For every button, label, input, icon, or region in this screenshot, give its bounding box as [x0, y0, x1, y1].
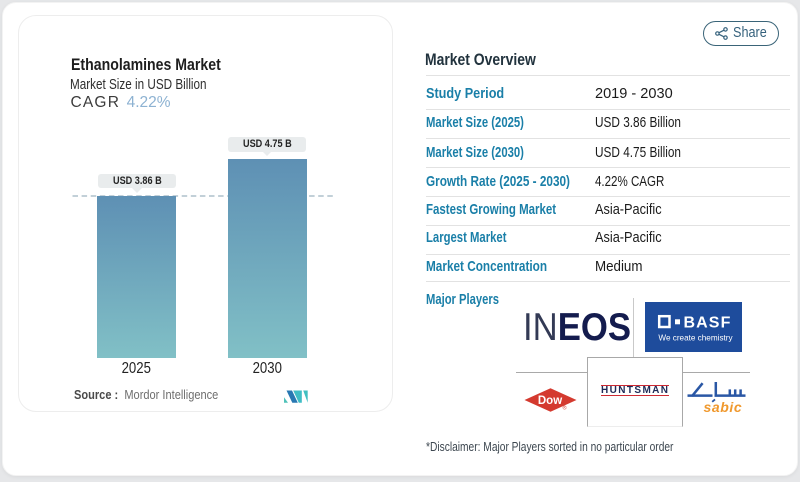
svg-text:®: ® — [563, 405, 567, 412]
svg-text:Dow: Dow — [538, 395, 562, 407]
svg-text:We create chemistry: We create chemistry — [658, 332, 733, 342]
svg-text:sabic: sabic — [704, 399, 743, 415]
svg-text:BASF: BASF — [684, 314, 732, 331]
